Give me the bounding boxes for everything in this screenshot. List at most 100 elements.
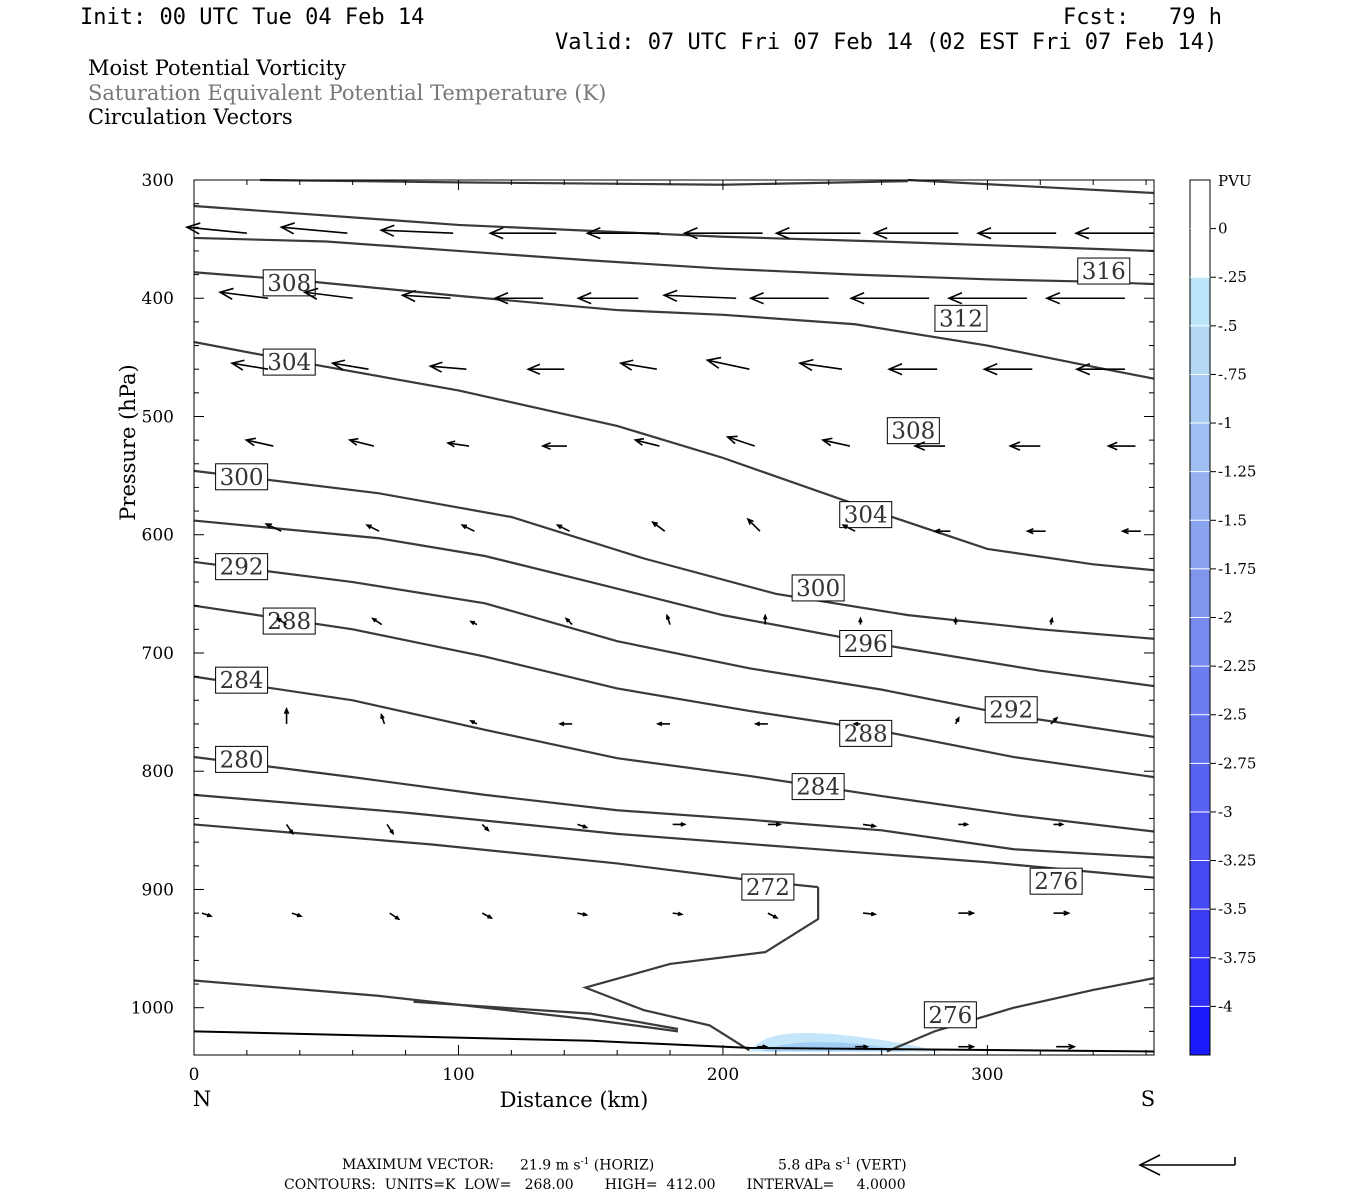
colorbar-label: -1.75 (1218, 560, 1256, 578)
vector-arrow (1053, 822, 1065, 827)
colorbar-label: -.5 (1218, 317, 1237, 335)
vector-arrow (230, 359, 269, 371)
contour-line (193, 675, 1155, 833)
colorbar-cell (1190, 763, 1210, 812)
vector-arrow (863, 911, 878, 917)
vector-arrow (380, 712, 386, 725)
vector-arrow (488, 227, 557, 240)
vector-arrow (275, 617, 288, 626)
vector-arrow (540, 442, 567, 451)
vector-arrow (841, 524, 856, 532)
vector-arrow (872, 227, 959, 240)
vector-arrow (913, 441, 946, 451)
vector-arrow (291, 912, 303, 918)
vector-arrow (1008, 441, 1041, 451)
ref-vector-head (1138, 1154, 1161, 1176)
contour-label: 276 (928, 1003, 972, 1029)
colorbar-cell (1190, 374, 1210, 424)
vector-arrow (705, 356, 750, 370)
contour-label-box (984, 696, 1038, 724)
y-tick-label: 300 (142, 171, 174, 191)
vector-arrow (1050, 716, 1059, 725)
contour-label-box (262, 348, 316, 376)
contour-line (193, 469, 1155, 640)
vector-arrow (330, 359, 369, 371)
x-tick-label: 300 (971, 1065, 1003, 1085)
y-tick-label: 900 (142, 880, 174, 900)
vector-arrow (767, 822, 782, 827)
colorbar-cell (1190, 1006, 1210, 1055)
vector-arrow (481, 823, 490, 832)
contour-line (193, 236, 1155, 286)
x-tick-label: 200 (707, 1065, 739, 1085)
contour-line (193, 793, 1155, 879)
vert-max: 5.8 dPa s-1 (VERT) (778, 1157, 907, 1174)
vector-arrow (577, 911, 589, 917)
vector-arrow (244, 437, 274, 447)
colorbar-label: -3.75 (1218, 949, 1256, 967)
horiz-max: 21.9 m s-1 (HORIZ) (520, 1157, 655, 1174)
colorbar-cell (1190, 520, 1210, 569)
contour-label: 280 (220, 747, 264, 773)
contour-label: 300 (796, 576, 840, 602)
contour-line (193, 979, 679, 1033)
vector-arrow (379, 224, 454, 237)
y-tick-label: 400 (142, 289, 174, 309)
vector-arrow (748, 292, 829, 305)
vector-arrow (218, 287, 269, 300)
contour-lines: 3163123083083043043003002922962882922842… (193, 178, 1155, 1053)
vector-arrow (577, 823, 589, 829)
y-tick-label: 600 (142, 526, 174, 546)
contour-line (193, 755, 1155, 859)
contour-label-box (1029, 867, 1083, 895)
contour-label: 288 (267, 609, 311, 635)
colorbar-label: -1 (1218, 414, 1233, 432)
colorbar-cell (1190, 325, 1210, 375)
vector-arrow (953, 616, 958, 625)
init-time: Init: 00 UTC Tue 04 Feb 14 (80, 5, 425, 30)
layer-title-mpv: Moist Potential Vorticity (88, 56, 346, 80)
endpoint-left: N (193, 1087, 211, 1111)
layer-title-theta-es: Saturation Equivalent Potential Temperat… (88, 81, 607, 105)
vector-arrow (460, 524, 475, 532)
vector-arrow (576, 292, 639, 305)
contour-label: 272 (746, 875, 790, 901)
contour-line (907, 178, 1155, 195)
colorbar-cell (1190, 568, 1210, 618)
contour-label: 304 (267, 350, 311, 376)
vector-arrow (555, 524, 570, 532)
contour-label: 304 (844, 503, 888, 529)
contour-label: 300 (220, 465, 264, 491)
contour-label-box (741, 873, 795, 901)
vector-arrow (400, 289, 451, 303)
vector-arrow (469, 720, 478, 725)
contour-label-box (839, 501, 893, 529)
contour-label: 292 (220, 555, 264, 581)
reference-vector (1138, 1154, 1236, 1176)
colorbar-label: -.25 (1218, 268, 1247, 286)
y-axis-label: Pressure (hPa) (116, 364, 140, 520)
colorbar-label: 0 (1218, 220, 1228, 238)
vector-arrow (493, 292, 544, 305)
contour-line (193, 823, 819, 889)
colorbar-label: -.75 (1218, 365, 1247, 383)
contour-info: CONTOURS: UNITS=K LOW= 268.00 HIGH= 412.… (284, 1177, 906, 1193)
colorbar-label: -3.25 (1218, 852, 1256, 870)
contour-line (193, 271, 1155, 380)
vector-arrow (446, 440, 470, 448)
contour-label-box (215, 553, 269, 581)
contour-label-box (839, 719, 893, 747)
colorbar-cell (1190, 666, 1210, 715)
y-tick-label: 500 (142, 407, 174, 427)
vector-arrow (365, 524, 380, 532)
vector-arrow (585, 227, 660, 240)
vector-arrow (1056, 1043, 1077, 1050)
vector-arrow (672, 911, 684, 917)
vector-arrow (887, 363, 938, 376)
colorbar-unit: PVU (1218, 172, 1252, 190)
contour-line-276-surface (886, 977, 1155, 1053)
contour-label: 276 (1034, 869, 1078, 895)
contour-label-box (886, 417, 940, 445)
contour-line (260, 178, 909, 186)
